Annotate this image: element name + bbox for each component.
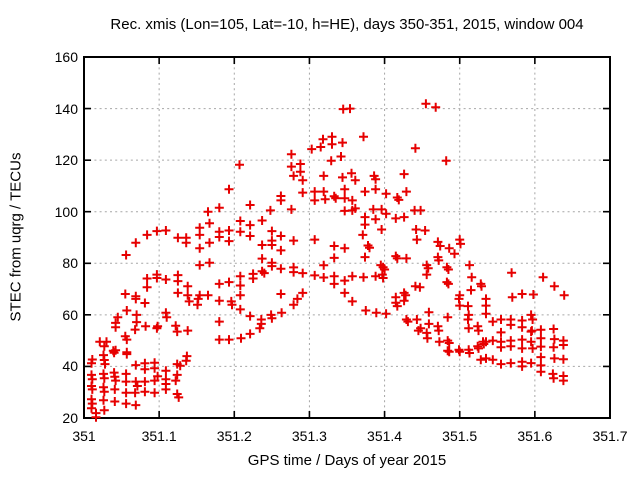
x-tick-label: 351.3 [291, 428, 327, 444]
x-tick-label: 351.2 [216, 428, 252, 444]
y-tick-label: 60 [62, 306, 78, 323]
x-tick-label: 351.4 [367, 428, 403, 444]
y-tick-label: 80 [62, 255, 78, 272]
data-points [87, 99, 569, 422]
y-tick-label: 120 [54, 152, 78, 169]
y-tick-label: 100 [54, 203, 78, 220]
y-tick-label: 140 [54, 100, 78, 117]
y-tick-label: 40 [62, 358, 78, 375]
x-tick-label: 351.1 [141, 428, 177, 444]
x-tick-label: 351 [72, 428, 96, 444]
y-tick-label: 20 [62, 410, 78, 426]
x-tick-label: 351.7 [592, 428, 628, 444]
x-axis-label: GPS time / Days of year 2015 [247, 452, 447, 469]
axis-ticks [83, 56, 611, 419]
chart-title: Rec. xmis (Lon=105, Lat=-10, h=HE), days… [110, 16, 584, 33]
x-tick-label: 351.6 [517, 428, 553, 444]
y-tick-label: 160 [54, 49, 78, 65]
x-tick-label: 351.5 [442, 428, 478, 444]
